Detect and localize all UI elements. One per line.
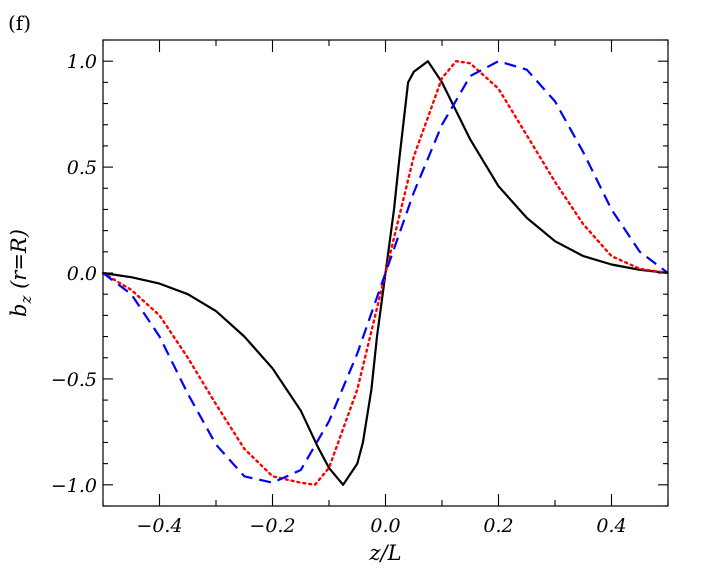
axis-ticks: −0.4 −0.2 0.0 0.2 0.4 −1.0 −0.5 0.0 0.5 1.0 (51, 39, 669, 537)
y-tick-label: 0.5 (67, 157, 97, 179)
series-line-dashed (102, 60, 669, 484)
x-axis-label: z/L (368, 541, 401, 565)
x-tick-label: −0.2 (249, 515, 295, 537)
panel-label: (f) (8, 11, 31, 35)
y-tick-label: 1.0 (67, 51, 97, 73)
plot-area (101, 60, 670, 486)
x-tick-label: 0.2 (483, 515, 513, 537)
y-axis-label-rest: (r=R) (7, 229, 31, 296)
x-tick-label: −0.4 (136, 515, 182, 537)
y-tick-label: −1.0 (51, 475, 97, 497)
y-tick-label: −0.5 (51, 369, 97, 391)
y-axis-label-subscript: z (17, 295, 35, 304)
series-line-dotted (101, 60, 670, 486)
x-tick-label: 0.0 (370, 515, 400, 537)
y-axis-label: bz (r=R) (7, 229, 35, 317)
y-tick-label: 0.0 (67, 263, 97, 285)
x-tick-label: 0.4 (596, 515, 626, 537)
series-line-solid (102, 60, 669, 486)
y-axis-label-main: b (7, 303, 31, 316)
